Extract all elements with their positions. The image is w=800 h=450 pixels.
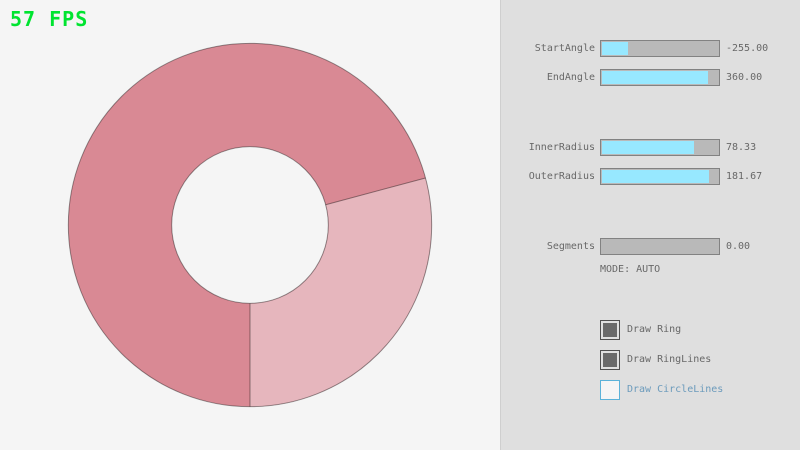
outer-radius-label: OuterRadius [528,171,595,182]
outer-radius-row: OuterRadius 181.67 [0,168,800,185]
start-angle-value: -255.00 [726,43,769,54]
outer-radius-slider[interactable] [600,168,720,185]
inner-radius-label: InnerRadius [528,142,595,153]
ring-canvas [67,42,433,408]
ring-start-angle-line [325,177,426,206]
draw-circlelines-row: Draw CircleLines [0,380,800,400]
inner-radius-row: InnerRadius 78.33 [0,139,800,156]
inner-radius-slider-fill [602,141,695,154]
fps-counter: 57 FPS [10,7,89,31]
segments-row: Segments 0.00 [0,238,800,255]
start-angle-slider-fill [602,42,628,55]
outer-radius-slider-fill [602,170,710,183]
end-angle-slider-fill [602,71,709,84]
start-angle-slider[interactable] [600,40,720,57]
draw-ring-row: Draw Ring [0,320,800,340]
outer-radius-value: 181.67 [726,171,763,182]
end-angle-row: EndAngle 360.00 [0,69,800,86]
draw-ringlines-checkbox[interactable] [600,350,620,370]
segments-slider[interactable] [600,238,720,255]
draw-ring-label: Draw Ring [627,324,682,335]
ring-inner-outline [171,146,329,304]
draw-ring-checkbox[interactable] [600,320,620,340]
segments-mode-text: MODE: AUTO [600,264,661,275]
end-angle-value: 360.00 [726,72,763,83]
end-angle-label: EndAngle [546,72,595,83]
ring-single-region [250,177,432,407]
draw-ringlines-row: Draw RingLines [0,350,800,370]
ring-outer-outline [67,42,433,408]
start-angle-row: StartAngle -255.00 [0,40,800,57]
end-angle-slider[interactable] [600,69,720,86]
segments-value: 0.00 [726,241,751,252]
inner-radius-value: 78.33 [726,142,757,153]
start-angle-label: StartAngle [534,43,595,54]
inner-radius-slider[interactable] [600,139,720,156]
draw-circlelines-checkbox[interactable] [600,380,620,400]
draw-ringlines-label: Draw RingLines [627,354,712,365]
segments-label: Segments [546,241,595,252]
draw-circlelines-label: Draw CircleLines [627,384,724,395]
